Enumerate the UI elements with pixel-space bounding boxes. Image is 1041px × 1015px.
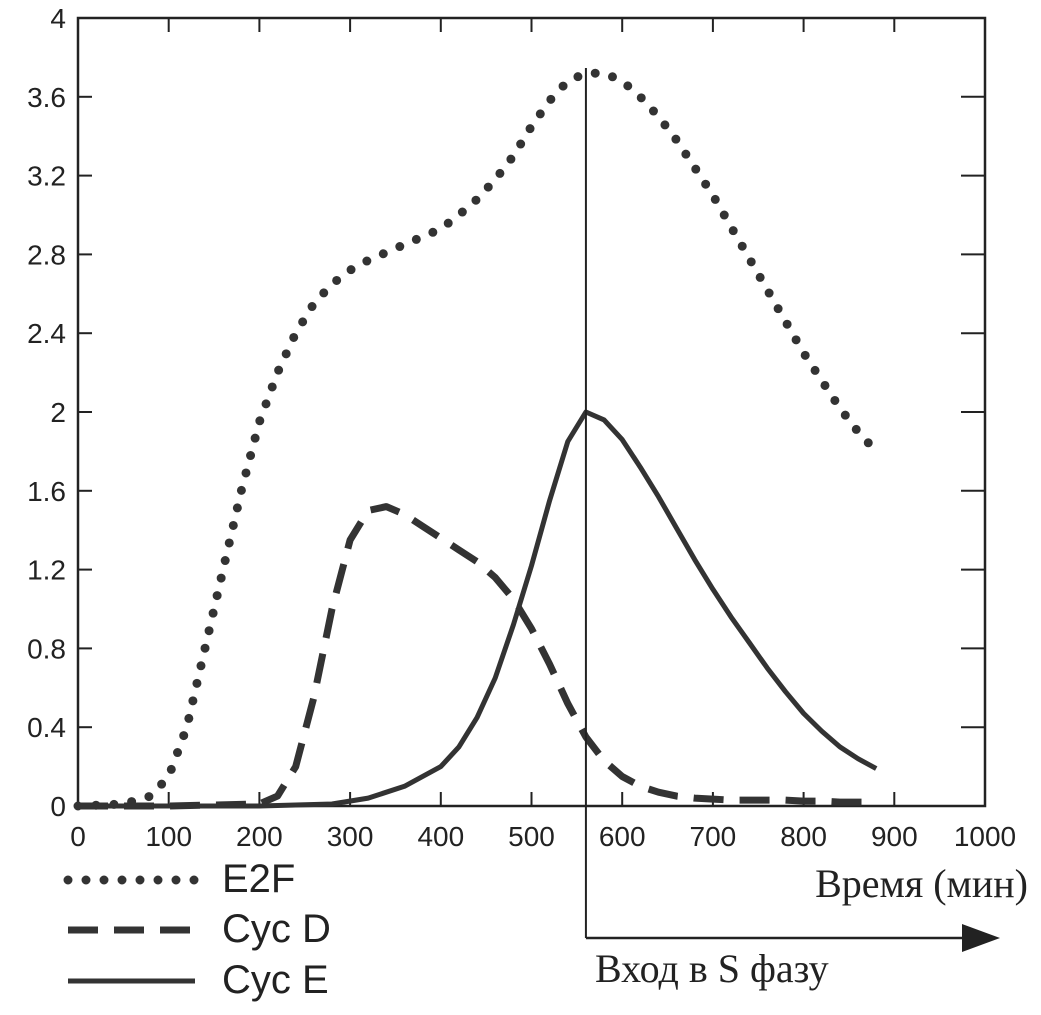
x-tick-label: 300: [327, 821, 374, 852]
y-tick-label: 3.6: [27, 82, 66, 113]
x-tick-label: 200: [236, 821, 283, 852]
tick-labels-group: 0 100 200 300 400 500 600 700 800 900 1000 0 0.4 0.8 1…: [27, 3, 1016, 852]
x-tick-label: 100: [145, 821, 192, 852]
legend: E2F Cyc D Cyc E: [63, 857, 331, 1002]
x-tick-label: 400: [417, 821, 464, 852]
y-tick-label: 2: [50, 397, 66, 428]
x-tick-label: 500: [508, 821, 555, 852]
s-phase-arrow-head-icon: [962, 924, 1000, 952]
series-cyc-d-line: [78, 503, 877, 810]
y-tick-label: 4: [50, 3, 66, 34]
series-e2f-line: [73, 68, 881, 811]
annotation-group: Вход в S фазу: [584, 68, 1000, 991]
y-tick-label: 2.4: [27, 318, 66, 349]
y-tick-label: 2.8: [27, 239, 66, 270]
x-axis-label: Время (мин): [815, 861, 1028, 906]
series-group: [73, 68, 881, 811]
plot-frame: [76, 16, 987, 808]
x-tick-label: 800: [780, 821, 827, 852]
x-tick-label: 0: [70, 821, 86, 852]
x-tick-label: 600: [599, 821, 646, 852]
axes-group: [76, 16, 987, 808]
ticks-group: [77, 17, 986, 807]
legend-label-cyc-d: Cyc D: [222, 907, 331, 951]
y-tick-label: 1.2: [27, 555, 66, 586]
x-tick-label: 900: [871, 821, 918, 852]
y-tick-label: 0: [50, 791, 66, 822]
legend-label-cyc-e: Cyc E: [222, 958, 329, 1002]
s-phase-label: Вход в S фазу: [595, 946, 829, 991]
y-tick-label: 0.4: [27, 712, 66, 743]
y-tick-label: 1.6: [27, 476, 66, 507]
series-cyc-e-line: [78, 409, 878, 809]
y-tick-label: 3.2: [27, 161, 66, 192]
legend-label-e2f: E2F: [222, 857, 295, 901]
x-tick-label: 700: [690, 821, 737, 852]
y-tick-label: 0.8: [27, 633, 66, 664]
x-tick-label: 1000: [954, 821, 1016, 852]
